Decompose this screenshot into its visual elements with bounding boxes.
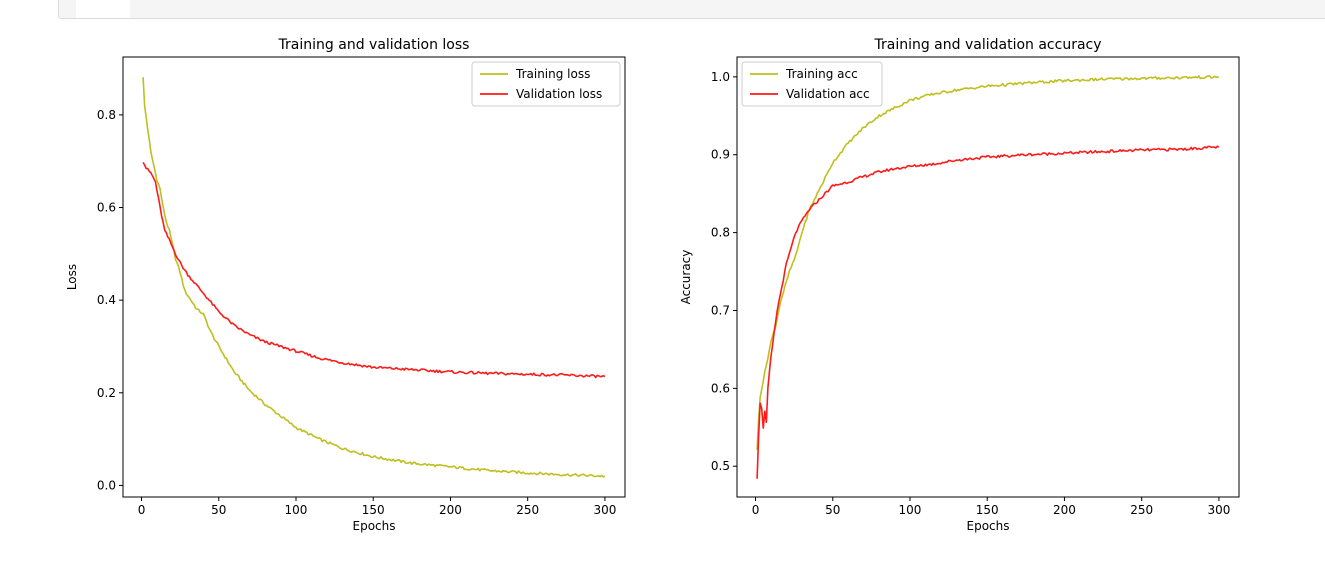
y-axis-label: Loss <box>65 264 79 290</box>
y-tick-label: 0.5 <box>711 459 730 473</box>
legend-label: Training acc <box>785 67 858 81</box>
y-tick-label: 1.0 <box>711 70 730 84</box>
x-tick-label: 300 <box>593 503 616 517</box>
chart-2: Training and validation accuracy 0 50 100 15… <box>679 37 1240 533</box>
x-tick-label: 200 <box>439 503 462 517</box>
x-tick-label: 200 <box>1053 503 1076 517</box>
legend-label: Validation loss <box>516 87 602 101</box>
y-axis-label: Accuracy <box>679 250 693 305</box>
y-tick-label: 0.0 <box>97 478 116 492</box>
chart-title: Training and validation accuracy <box>873 37 1101 53</box>
y-tick-label: 0.9 <box>711 148 730 162</box>
y-tick-label: 0.2 <box>97 386 116 400</box>
chart-1: Training and validation loss 0 50 100 150 200… <box>65 37 626 533</box>
x-axis-label: Epochs <box>353 519 396 533</box>
x-tick-label: 250 <box>1130 503 1153 517</box>
plot-frame <box>122 56 626 498</box>
y-tick-label: 0.8 <box>97 108 116 122</box>
y-tick-label: 0.6 <box>97 201 116 215</box>
x-tick-label: 100 <box>899 503 922 517</box>
series-line-2 <box>142 161 606 379</box>
x-tick-label: 150 <box>976 503 999 517</box>
plot-frame <box>736 56 1240 498</box>
legend-box <box>741 61 883 107</box>
x-tick-label: 50 <box>211 503 226 517</box>
y-tick-label: 0.4 <box>97 293 116 307</box>
legend: Training acc Validation acc <box>741 61 883 107</box>
legend-label: Validation acc <box>786 87 870 101</box>
x-tick-label: 100 <box>285 503 308 517</box>
x-axis-label: Epochs <box>967 519 1010 533</box>
series-line-1 <box>756 74 1220 450</box>
y-tick-label: 0.7 <box>711 303 730 317</box>
cell-prompt-gutter <box>76 0 130 18</box>
series-line-1 <box>142 77 606 478</box>
legend-box <box>471 61 621 107</box>
legend: Training loss Validation loss <box>471 61 621 107</box>
x-tick-label: 0 <box>138 503 146 517</box>
notebook-cell-input[interactable] <box>58 0 1325 19</box>
x-tick-label: 0 <box>752 503 760 517</box>
y-tick-label: 0.8 <box>711 226 730 240</box>
x-tick-label: 150 <box>362 503 385 517</box>
y-tick-label: 0.6 <box>711 381 730 395</box>
x-tick-label: 50 <box>825 503 840 517</box>
x-tick-label: 250 <box>516 503 539 517</box>
x-tick-label: 300 <box>1207 503 1230 517</box>
chart-title: Training and validation loss <box>278 37 470 53</box>
legend-label: Training loss <box>515 67 590 81</box>
series-line-2 <box>756 145 1220 479</box>
